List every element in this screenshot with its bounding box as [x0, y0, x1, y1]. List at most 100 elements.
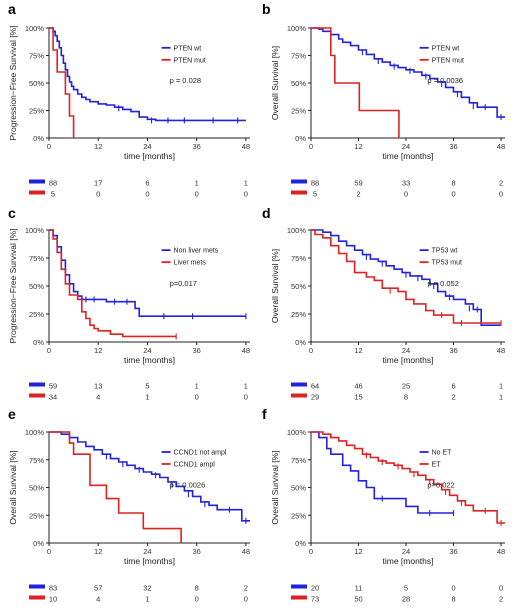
risk-value: 1 [145, 595, 149, 604]
risk-value: 73 [311, 595, 319, 604]
risk-value: 0 [451, 584, 455, 593]
risk-value: 29 [311, 393, 319, 402]
x-tick-label: 48 [242, 547, 250, 556]
x-axis-label: time [months] [382, 355, 433, 365]
survival-curve-2 [49, 431, 182, 543]
risk-value: 17 [94, 179, 102, 188]
risk-value: 59 [354, 179, 362, 188]
x-tick-label: 0 [47, 547, 51, 556]
y-tick-label: 25% [29, 310, 44, 319]
y-tick-label: 25% [291, 511, 306, 520]
y-tick-label: 0% [33, 134, 44, 143]
y-tick-label: 75% [29, 456, 44, 465]
legend-label: Non liver mets [174, 248, 219, 255]
legend-label: No ET [432, 449, 453, 456]
legend-label: PTEN wt [432, 45, 460, 52]
y-tick-label: 50% [29, 484, 44, 493]
risk-value: 5 [313, 190, 317, 199]
x-tick-label: 36 [449, 547, 457, 556]
risk-value: 5 [51, 190, 55, 199]
y-tick-label: 75% [29, 254, 44, 263]
y-tick-label: 0% [295, 338, 306, 347]
survival-curve-1 [49, 27, 246, 122]
risk-value: 1 [195, 179, 199, 188]
risk-value: 28 [402, 595, 410, 604]
y-tick-label: 0% [33, 539, 44, 548]
risk-value: 4 [96, 393, 100, 402]
x-tick-label: 12 [94, 142, 102, 151]
risk-value: 2 [499, 595, 503, 604]
legend-label: TP53 wt [432, 248, 458, 255]
x-tick-label: 0 [47, 346, 51, 355]
risk-row-swatch [291, 584, 307, 589]
panel-b: b 0% 25% 50% 75% 100% 0 12 24 36 48 time [months] Ov… [262, 1, 505, 199]
risk-value: 34 [49, 393, 57, 402]
risk-value: 0 [244, 595, 248, 604]
risk-value: 0 [404, 190, 408, 199]
risk-value: 6 [451, 382, 455, 391]
panel-label: c [8, 205, 16, 221]
x-tick-label: 24 [143, 346, 151, 355]
x-tick-label: 12 [354, 142, 362, 151]
risk-value: 0 [195, 393, 199, 402]
risk-value: 25 [402, 382, 410, 391]
x-axis-label: time [months] [124, 151, 175, 161]
risk-value: 8 [195, 584, 199, 593]
x-tick-label: 48 [497, 547, 505, 556]
x-tick-label: 12 [354, 346, 362, 355]
y-tick-label: 25% [29, 107, 44, 116]
risk-value: 2 [244, 584, 248, 593]
risk-value: 15 [354, 393, 362, 402]
y-tick-label: 50% [29, 282, 44, 291]
panel-c: c 0% 25% 50% 75% 100% 0 12 24 36 48 time [months] Pr… [8, 205, 250, 402]
risk-value: 33 [402, 179, 410, 188]
risk-row-swatch [29, 584, 45, 589]
risk-value: 1 [195, 382, 199, 391]
x-tick-label: 48 [497, 142, 505, 151]
survival-curve-2 [311, 27, 400, 138]
p-value-annotation: p = 0.028 [170, 76, 202, 85]
risk-row-swatch [291, 393, 307, 398]
risk-value: 5 [404, 584, 408, 593]
y-axis-label: Progression−Free Survival [%] [8, 25, 18, 140]
risk-value: 4 [96, 595, 100, 604]
risk-value: 1 [244, 179, 248, 188]
x-tick-label: 24 [143, 547, 151, 556]
risk-value: 6 [145, 179, 149, 188]
y-axis-label: Overall Survival [%] [8, 450, 18, 524]
legend-label: Liver mets [174, 260, 207, 267]
panel-f: f 0% 25% 50% 75% 100% 0 12 24 36 48 time [months] Ov… [262, 406, 505, 604]
y-tick-label: 100% [25, 428, 45, 437]
y-axis-label: Overall Survival [%] [270, 249, 280, 323]
y-tick-label: 100% [25, 226, 45, 235]
p-value-annotation: p = 0.0026 [170, 481, 206, 490]
survival-curve-1 [311, 27, 505, 118]
risk-value: 83 [49, 584, 57, 593]
risk-row-swatch [29, 190, 45, 195]
x-tick-label: 36 [449, 142, 457, 151]
survival-curve-1 [49, 431, 250, 522]
risk-value: 2 [499, 179, 503, 188]
panel-label: e [8, 406, 16, 422]
legend-label: PTEN wt [174, 45, 202, 52]
x-tick-label: 0 [309, 547, 313, 556]
x-axis-label: time [months] [124, 355, 175, 365]
legend-label: ET [432, 461, 442, 468]
y-tick-label: 75% [291, 52, 306, 61]
x-tick-label: 12 [94, 346, 102, 355]
x-tick-label: 48 [242, 142, 250, 151]
legend-label: CCND1 not ampl [174, 449, 227, 456]
risk-value: 88 [49, 179, 57, 188]
x-axis-label: time [months] [382, 556, 433, 566]
y-tick-label: 100% [25, 24, 45, 33]
legend-label: TP53 mut [432, 260, 462, 267]
y-tick-label: 25% [291, 310, 306, 319]
x-tick-label: 0 [309, 346, 313, 355]
x-tick-label: 24 [402, 142, 410, 151]
risk-value: 0 [451, 190, 455, 199]
risk-row-swatch [291, 382, 307, 387]
survival-curve-2 [49, 27, 75, 138]
risk-value: 0 [195, 190, 199, 199]
x-tick-label: 36 [449, 346, 457, 355]
